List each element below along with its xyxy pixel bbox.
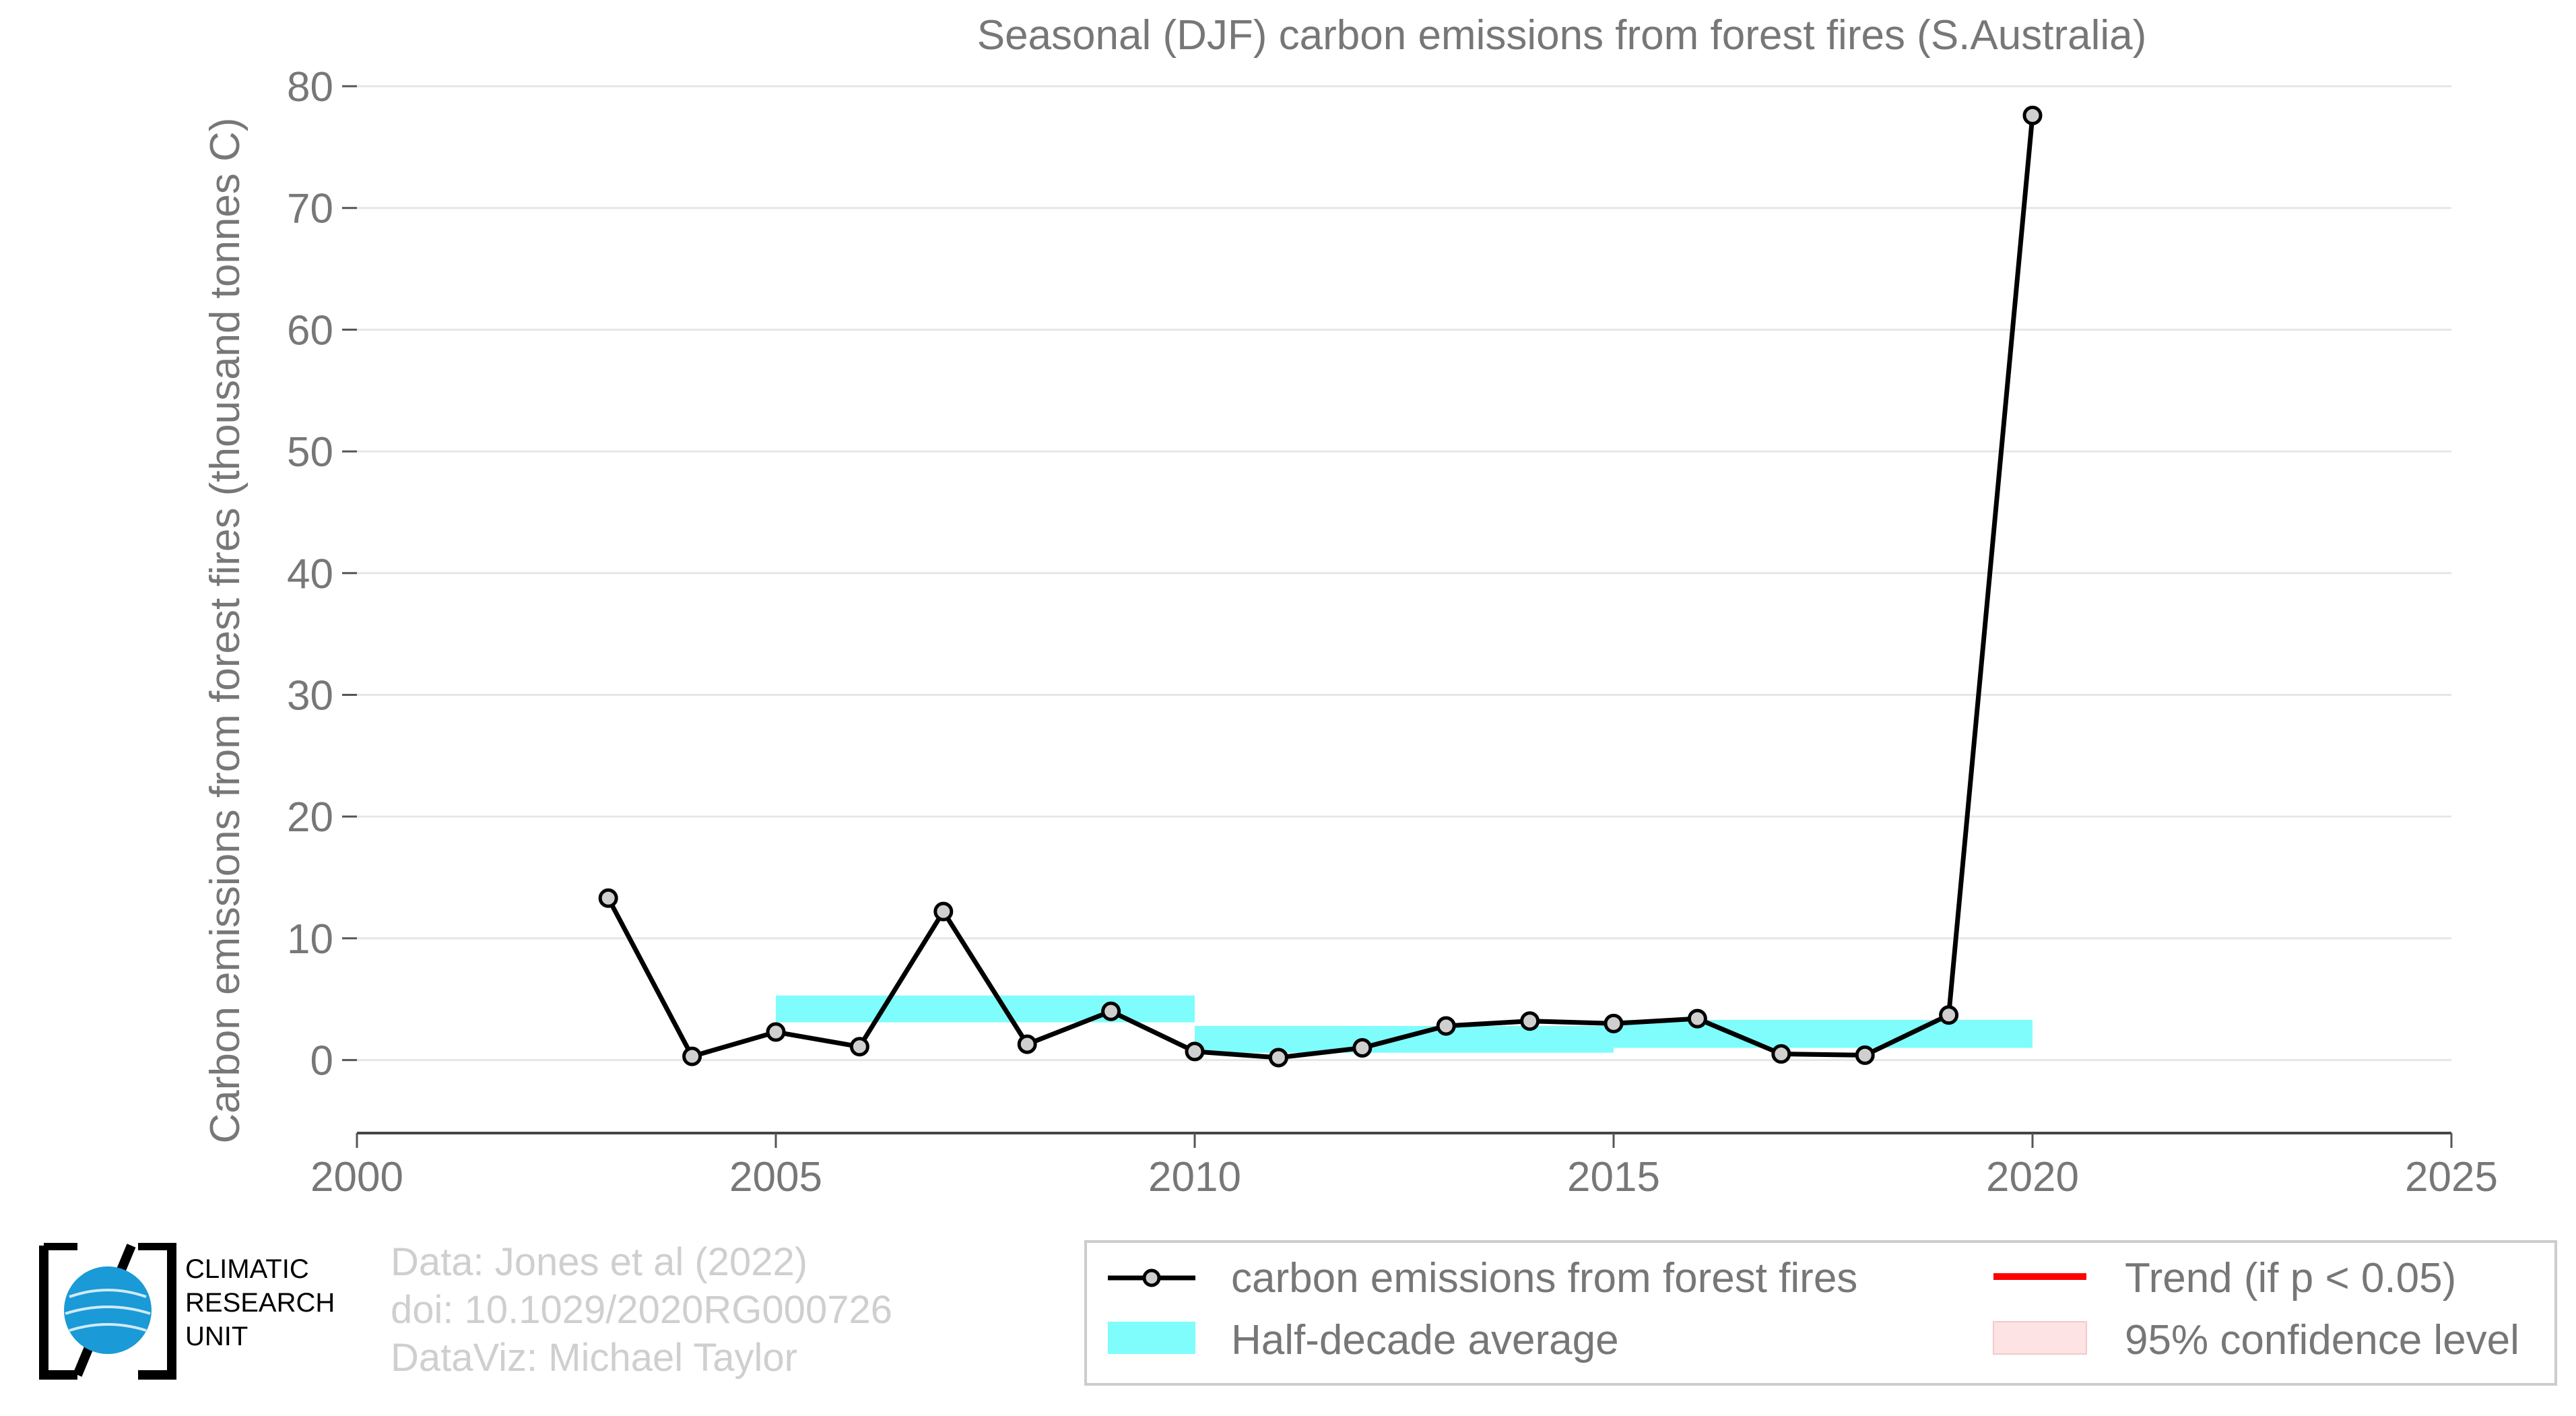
data-point [1687, 1008, 1707, 1029]
legend-frame [1084, 1240, 2557, 1386]
half-decade-band [1614, 1019, 2033, 1048]
credits: Data: Jones et al (2022) doi: 10.1029/20… [391, 1238, 892, 1382]
x-tick-label: 2015 [1567, 1154, 1660, 1200]
x-tick-label: 2020 [1986, 1154, 2079, 1200]
x-tick-label: 2010 [1148, 1154, 1241, 1200]
data-point [766, 1022, 786, 1042]
legend-band-swatch [1108, 1322, 1195, 1354]
data-point [1352, 1038, 1373, 1058]
y-tick-label: 40 [287, 551, 333, 598]
credit-dataviz: DataViz: Michael Taylor [391, 1336, 797, 1380]
data-point [849, 1037, 869, 1057]
y-tick-label: 80 [287, 64, 333, 110]
data-point [1436, 1016, 1456, 1036]
x-tick-label: 2000 [310, 1154, 403, 1200]
data-point [1017, 1034, 1037, 1054]
half-decade-band [776, 995, 1195, 1023]
logo-bracket-left [39, 1241, 77, 1380]
logo-text-climatic: CLIMATIC [185, 1254, 309, 1284]
credit-data: Data: Jones et al (2022) [391, 1240, 808, 1284]
y-tick-label: 0 [310, 1038, 333, 1085]
logo-text-research: RESEARCH [185, 1288, 335, 1318]
legend: carbon emissions from forest fires Trend… [1084, 1240, 2557, 1386]
y-tick-label: 20 [287, 794, 333, 841]
y-tick-label: 10 [287, 916, 333, 963]
data-point [1939, 1005, 1959, 1025]
legend-marker-swatch [1142, 1268, 1161, 1287]
data-point [1101, 1001, 1121, 1021]
y-tick-label: 50 [287, 429, 333, 476]
data-point [1268, 1048, 1288, 1068]
half-decade-bands [776, 995, 2033, 1053]
series-layer [598, 105, 2043, 1068]
data-point [1604, 1013, 1624, 1033]
y-axis-label: Carbon emissions from forest fires (thou… [202, 117, 249, 1143]
cru-logo: CLIMATIC RESEARCH UNIT [37, 1241, 360, 1394]
series-line [606, 115, 2035, 1060]
legend-label-half-decade: Half-decade average [1231, 1317, 1619, 1363]
axes: 0 10 20 30 40 50 60 70 80 2000 2005 2010 2015 2020 202… [287, 64, 2498, 1200]
y-tick-label: 60 [287, 307, 333, 354]
data-point [682, 1046, 702, 1066]
data-point [933, 901, 954, 922]
data-point [1520, 1011, 1540, 1031]
chart-title: Seasonal (DJF) carbon emissions from for… [977, 12, 2147, 59]
legend-label-trend: Trend (if p < 0.05) [2125, 1255, 2456, 1301]
legend-label-ci: 95% confidence level [2125, 1317, 2519, 1363]
globe-icon [64, 1266, 152, 1354]
x-tick-label: 2025 [2405, 1154, 2498, 1200]
logo-bracket-right [138, 1241, 176, 1380]
y-tick-label: 70 [287, 186, 333, 232]
legend-label-emissions: carbon emissions from forest fires [1231, 1255, 1857, 1301]
logo-text-unit: UNIT [185, 1322, 248, 1351]
y-tick-label: 30 [287, 672, 333, 719]
x-tick-label: 2005 [729, 1154, 822, 1200]
legend-ci-swatch [1993, 1321, 2087, 1355]
data-point [2022, 105, 2043, 125]
data-point [1771, 1044, 1791, 1064]
globe-lines [65, 1289, 151, 1332]
data-point [1855, 1045, 1875, 1065]
gridlines [357, 85, 2451, 1062]
credit-doi: doi: 10.1029/2020RG000726 [391, 1288, 892, 1332]
data-point [1185, 1041, 1205, 1062]
data-point [598, 888, 618, 908]
